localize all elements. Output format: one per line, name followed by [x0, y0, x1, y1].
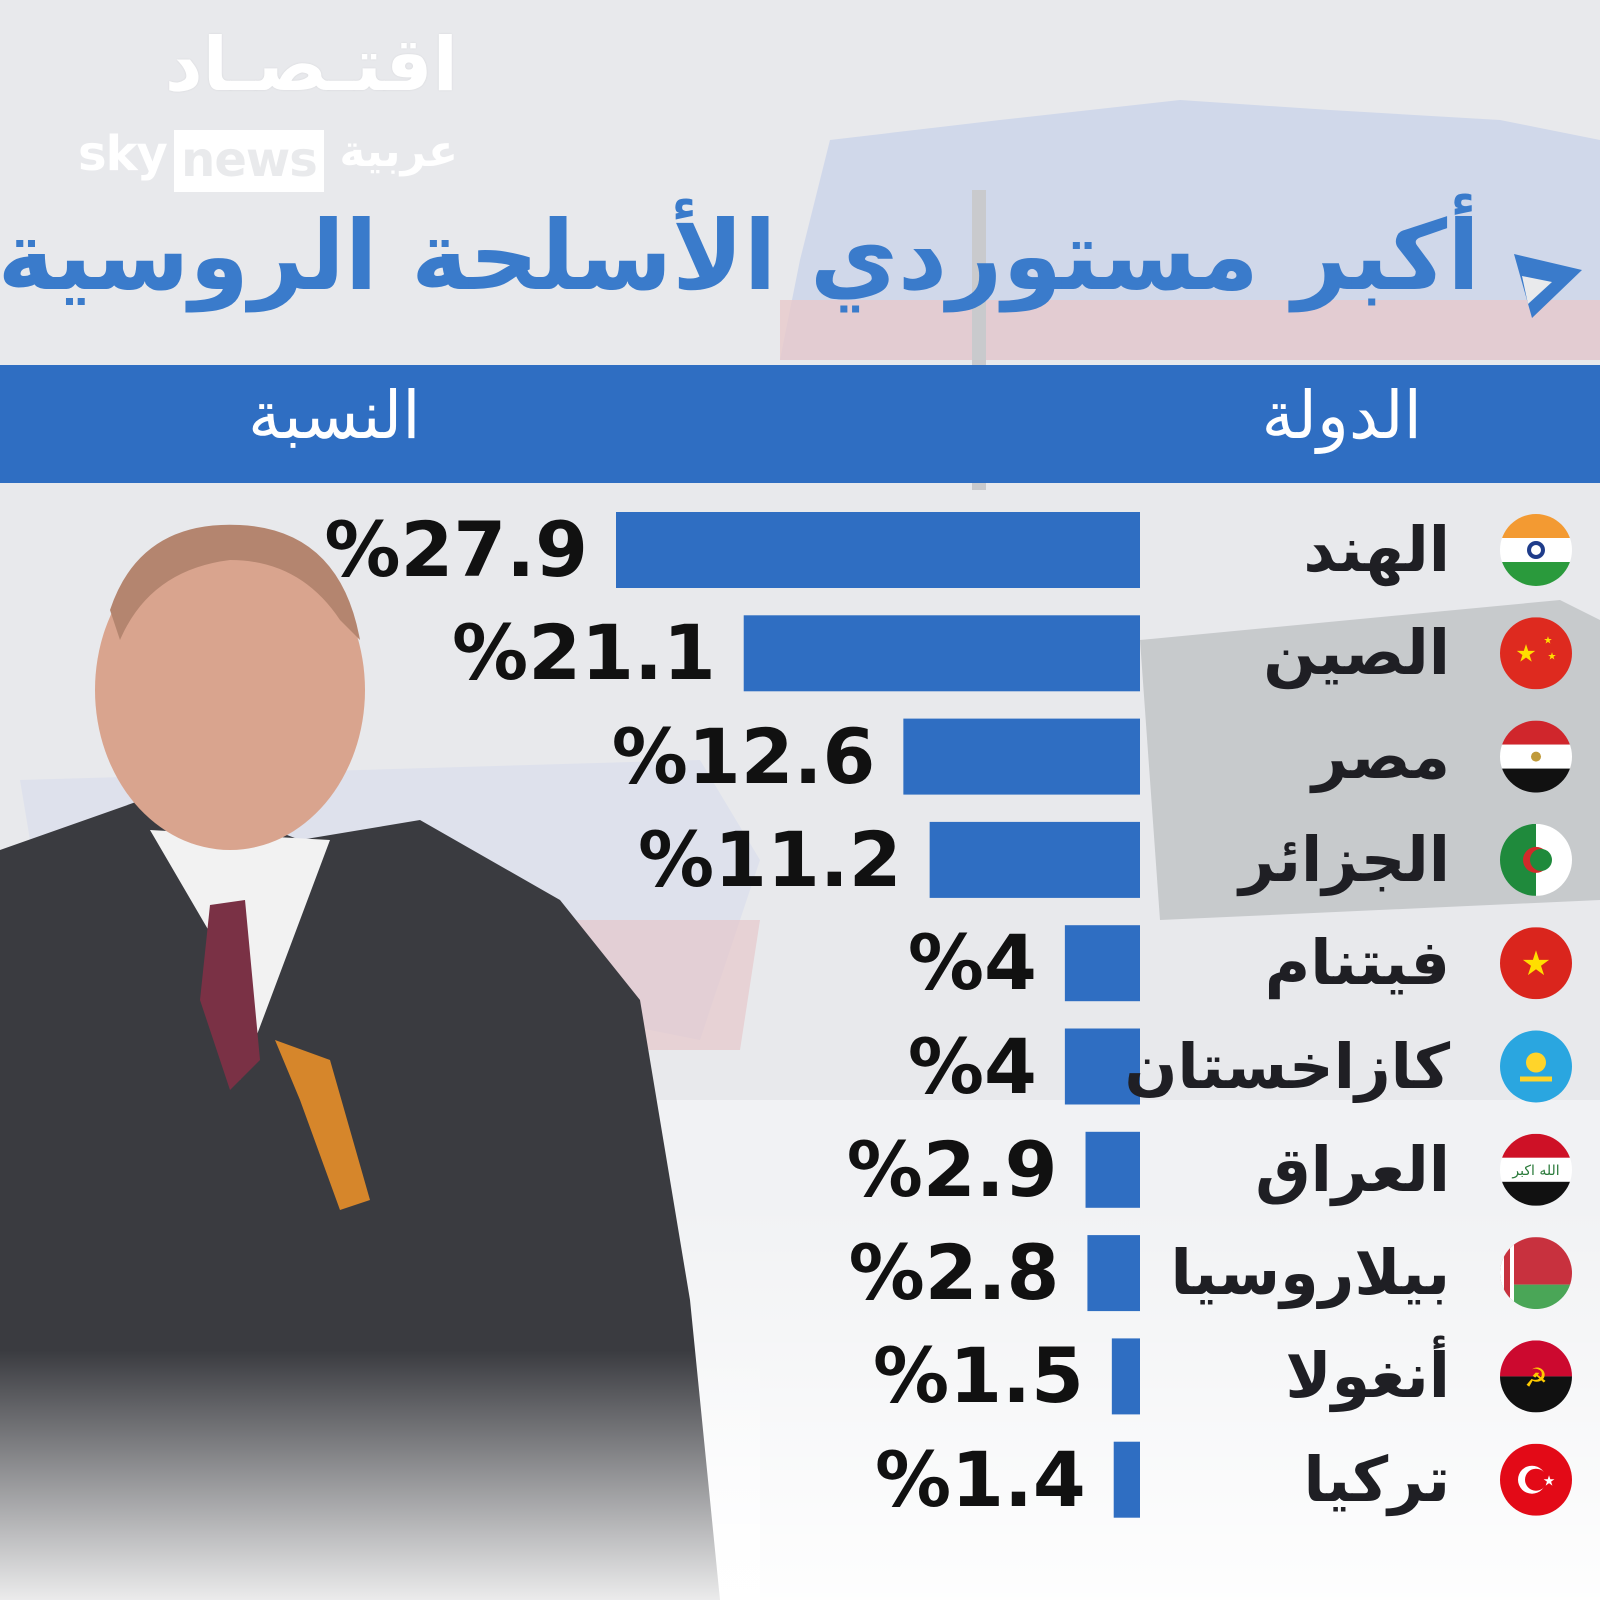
egypt-flag-icon	[1500, 720, 1572, 793]
bar-6	[1085, 1131, 1140, 1208]
belarus-flag-icon	[1500, 1237, 1572, 1310]
value-label: %2.8	[848, 1228, 1060, 1318]
country-label: الهند	[1303, 513, 1450, 586]
country-label: بيلاروسيا	[1170, 1236, 1450, 1310]
bar-9	[1113, 1441, 1140, 1518]
arrow-play-icon	[1514, 254, 1582, 318]
value-label: %1.4	[874, 1434, 1086, 1524]
bar-7	[1087, 1235, 1140, 1312]
logo-sky-news-row: sky news عربية	[78, 122, 458, 192]
logo-iqtisad-text: اقتـصـاد	[164, 22, 458, 108]
kazakhstan-flag-icon	[1500, 1030, 1572, 1103]
vietnam-flag-icon: ★	[1500, 927, 1572, 1000]
percent-column-header: النسبة	[248, 377, 421, 454]
value-label: %27.9	[324, 505, 588, 594]
bar-1	[743, 615, 1140, 692]
logo-news-text: news	[181, 132, 318, 188]
iraq-flag-icon: الله اكبر	[1500, 1133, 1572, 1206]
value-label: %2.9	[846, 1124, 1058, 1214]
bar-4	[1064, 925, 1140, 1002]
person-photo	[0, 524, 760, 1600]
bar-8	[1111, 1338, 1140, 1415]
country-label: الصين	[1263, 616, 1450, 690]
svg-text:★: ★	[1515, 639, 1537, 667]
logo-arabiya-text: عربية	[339, 126, 458, 177]
country-label: أنغولا	[1285, 1339, 1450, 1413]
value-label: %12.6	[611, 711, 876, 801]
value-label: %21.1	[452, 608, 716, 698]
country-column-header: الدولة	[1261, 377, 1422, 454]
algeria-flag-icon	[1500, 823, 1572, 896]
logo-sky-text: sky	[78, 126, 168, 182]
india-flag-icon	[1500, 514, 1572, 586]
svg-text:★: ★	[1521, 944, 1551, 984]
svg-text:☭: ☭	[1524, 1363, 1547, 1393]
country-label: مصر	[1311, 719, 1450, 793]
logo-news-box: news	[174, 130, 324, 192]
value-label: %4	[907, 1021, 1037, 1111]
bar-3	[929, 821, 1140, 898]
bar-0	[616, 512, 1140, 588]
turkey-flag-icon: ★	[1500, 1443, 1572, 1516]
country-label: كازاخستان	[1124, 1029, 1450, 1103]
svg-text:★: ★	[1548, 651, 1557, 662]
sky-news-arabia-logo: اقتـصـاد sky news عربية	[78, 22, 458, 192]
country-label: الجزائر	[1239, 822, 1450, 896]
table-header: الدولة النسبة	[0, 365, 1600, 483]
country-label: تركيا	[1303, 1442, 1451, 1516]
angola-flag-icon: ☭	[1500, 1340, 1572, 1413]
chart-title: أكبر مستوردي الأسلحة الروسية	[0, 200, 1480, 312]
value-label: %1.5	[873, 1331, 1084, 1421]
svg-text:★: ★	[1543, 1474, 1556, 1490]
value-label: %4	[907, 918, 1037, 1008]
svg-text:الله اكبر: الله اكبر	[1511, 1163, 1559, 1179]
bar-2	[903, 718, 1140, 795]
svg-text:★: ★	[1544, 635, 1553, 646]
china-flag-icon: ★ ★ ★	[1500, 617, 1572, 690]
country-label: العراق	[1255, 1132, 1450, 1206]
value-label: %11.2	[637, 814, 902, 904]
country-label: فيتنام	[1264, 926, 1450, 1000]
bar-5	[1064, 1028, 1140, 1105]
